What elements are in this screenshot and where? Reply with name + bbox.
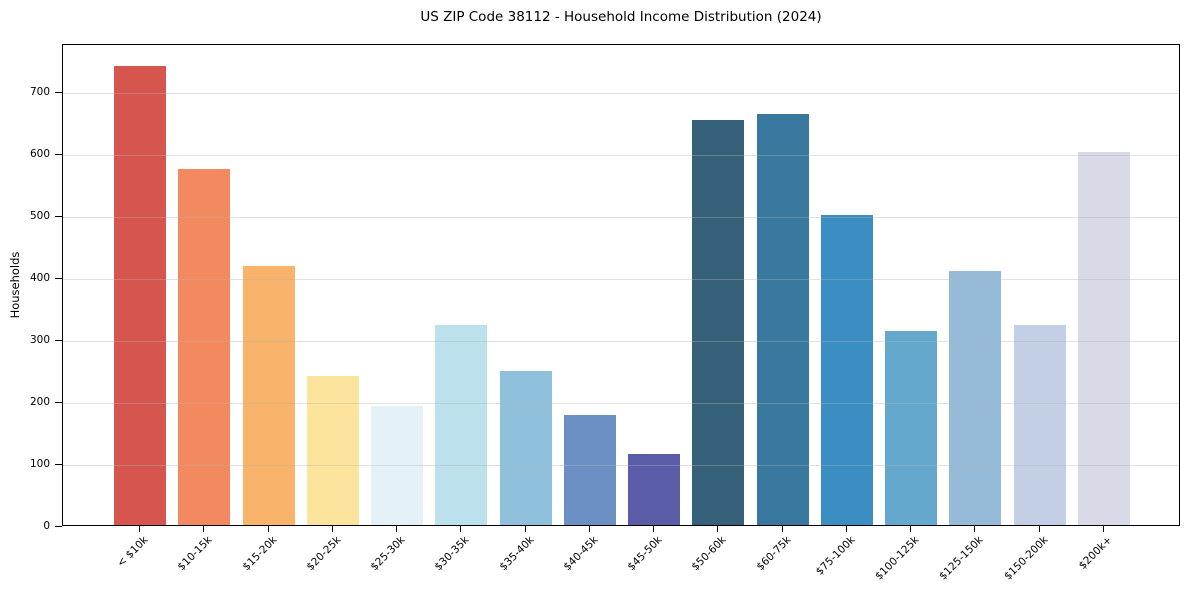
x-tick-mark [781,526,783,532]
bar-$15-20k [242,266,295,525]
gridline-200 [63,402,1179,404]
gridline-700 [63,92,1179,94]
bar-$100-125k [885,331,938,525]
x-tick-label-$35-40k: $35-40k [497,534,537,574]
x-tick-mark [588,526,590,532]
y-tick-mark [55,153,62,155]
x-tick-mark [139,526,141,532]
x-tick-mark [460,526,462,532]
y-tick-label: 100 [29,457,50,470]
bar-$125-150k [949,270,1002,525]
bar-$60-75k [756,113,809,525]
x-tick-label-$150-200k: $150-200k [1001,534,1051,583]
bar-$10-15k [178,168,231,525]
x-tick-label-$50-60k: $50-60k [689,534,729,574]
y-tick-mark [55,277,62,279]
x-tick-label-$30-35k: $30-35k [432,534,472,574]
x-tick-label-$10-15k: $10-15k [175,534,215,574]
bar-< $10k [114,65,167,525]
bar-$20-25k [306,376,359,525]
gridline-100 [63,464,1179,466]
x-tick-label-$125-150k: $125-150k [937,534,986,583]
y-tick-label: 200 [29,395,50,408]
x-tick-mark [974,526,976,532]
x-tick-mark [1038,526,1040,532]
x-tick-mark [845,526,847,532]
y-tick-mark [55,463,62,465]
y-tick-mark [55,526,62,527]
chart-title: US ZIP Code 38112 - Household Income Dis… [420,9,822,25]
x-tick-mark [910,526,912,532]
y-tick-label: 400 [29,271,50,284]
gridline-500 [63,216,1179,218]
x-tick-label-$60-75k: $60-75k [754,534,794,574]
plot-area [62,44,1180,526]
x-tick-mark [1102,526,1104,532]
y-tick-mark [55,215,62,217]
y-tick-label: 300 [29,333,50,346]
y-tick-label: 0 [43,520,50,532]
bar-$200k+ [1077,152,1130,525]
gridline-600 [63,154,1179,156]
x-tick-mark [203,526,205,532]
y-tick-mark [55,91,62,93]
bar-$40-45k [563,415,616,525]
x-tick-mark [331,526,333,532]
y-tick-label: 600 [29,147,50,160]
gridline-300 [63,340,1179,342]
y-tick-label: 700 [29,85,50,98]
x-tick-mark [524,526,526,532]
x-tick-label-$15-20k: $15-20k [240,534,280,574]
y-axis-label: Households [8,251,22,319]
x-tick-mark [717,526,719,532]
bar-$150-200k [1013,324,1066,525]
bar-$75-100k [820,214,873,525]
y-tick-label: 500 [29,209,50,222]
bar-$45-50k [628,454,681,525]
gridline-400 [63,278,1179,280]
bar-$30-35k [435,325,488,525]
bar-$50-60k [692,119,745,525]
y-tick-mark [55,401,62,403]
bar-$25-30k [371,405,424,525]
x-tick-label-< $10k: < $10k [115,534,151,570]
x-tick-mark [267,526,269,532]
y-tick-mark [55,339,62,341]
x-tick-mark [653,526,655,532]
bar-$35-40k [499,370,552,525]
x-tick-mark [396,526,398,532]
